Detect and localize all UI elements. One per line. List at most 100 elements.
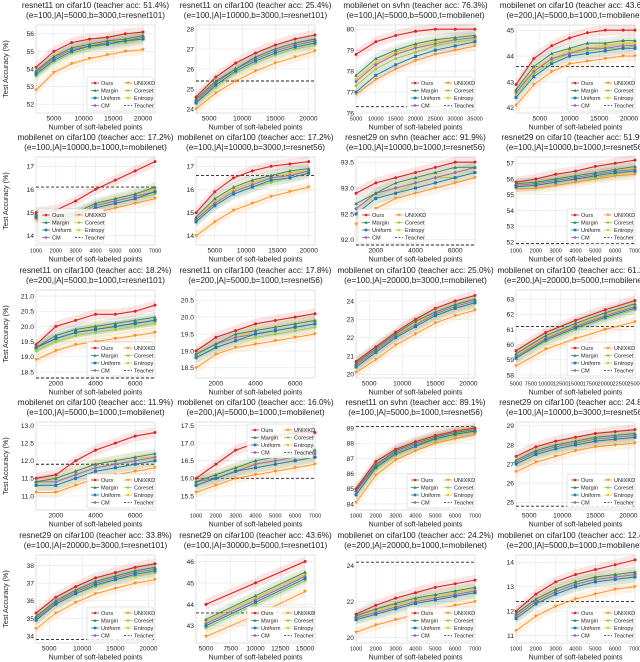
data-point-coreset [453,40,457,44]
data-point-entropy [288,172,292,176]
data-point-uniform [514,95,518,99]
data-point-ours [70,41,74,45]
data-point-unixkd [374,77,378,82]
data-point-uniform [574,177,577,181]
chart-title-line: mobilenet on cifar100 (teacher acc: 24.2… [337,531,493,540]
data-point-coreset [532,72,536,76]
data-point-margin [52,54,56,59]
y-tick-label: 13 [506,584,514,591]
legend-marker [573,353,577,357]
legend-label-ours: Ours [372,213,384,219]
legend-label-unixkd: UNIXKD [614,611,635,617]
series-band-uniform [196,168,309,228]
chart-title-line: (e=100,|A|=20000,b=3000,t=mobilenet) [344,276,487,285]
x-tick-label: 6000 [609,249,621,255]
data-point-unixkd [113,206,118,211]
chart-svg-2: resnet11 on cifar100 (teacher acc: 25.4%… [180,1,332,132]
series-band-uniform [196,318,315,363]
data-point-uniform [574,443,577,447]
data-point-uniform [54,336,58,340]
legend-label-uniform: Uniform [101,96,121,102]
legend-marker [364,229,368,232]
y-tick-label: 35 [26,615,34,622]
data-point-unixkd [514,103,518,108]
legend-marker [44,214,48,217]
legend-label-margin: Margin [421,89,438,95]
legend-label-coreset: Coreset [134,89,154,95]
data-point-uniform [74,591,78,595]
legend-marker [364,214,368,217]
x-tick-label: 5000 [350,117,362,123]
data-point-unixkd [549,70,554,74]
data-point-uniform [414,324,417,328]
data-point-ours [633,159,637,163]
legend-marker [573,478,577,482]
chart-title-line: (e=100,|A|=5000,b=5000,t=mobilenet) [346,11,484,20]
data-point-uniform [153,318,157,322]
legend-marker [93,81,97,85]
data-point-uniform [293,45,297,49]
legend-marker [126,618,130,622]
x-tick-label: 1000 [30,249,42,255]
y-tick-label: 14 [506,559,514,566]
data-point-unixkd [153,577,157,582]
data-point-ours [204,602,208,606]
series-band-ours [516,424,635,462]
data-point-uniform [88,44,92,48]
x-tick-label: 20000 [134,116,153,123]
x-tick-label: 20000 [300,248,319,255]
legend-marker [77,229,81,232]
legend-label-cm: CM [372,236,381,242]
data-point-entropy [232,188,236,192]
x-tick-label: 12500 [271,645,290,652]
x-tick-label: 10000 [237,248,256,255]
chart-title-line: resnet11 on cifar10 (teacher acc: 51.4%) [22,1,170,10]
legend-label-coreset: Coreset [614,353,634,359]
x-tick-label: 2000 [48,380,63,387]
y-tick-label: 15.5 [181,494,194,501]
legend-box [86,473,154,509]
legend-marker [413,626,417,629]
data-point-ours [453,581,457,585]
data-point-unixkd [253,342,258,346]
data-point-ours [293,37,297,41]
data-point-uniform [232,192,236,196]
legend-label-uniform: Uniform [421,493,441,499]
series-band-margin [516,566,635,619]
y-tick-label: 12.5 [21,441,34,448]
data-point-ours [532,57,536,61]
chart-svg-13: mobilenet on cifar100 (teacher acc: 11.9… [1,398,174,529]
data-point-uniform [633,435,637,439]
legend-label-cm: CM [421,501,430,507]
chart-panel-15: resnet11 on svhn (teacher acc: 89.1%) (e=… [320,397,485,529]
chart-svg-5: mobilenet on cifar100 (teacher acc: 17.2… [1,133,174,264]
data-point-uniform [394,606,398,610]
data-point-margin [113,197,118,201]
data-point-ours [414,317,417,321]
data-point-ours [394,447,398,451]
data-point-uniform [473,590,477,594]
legend-marker [286,626,290,629]
x-tick-label: 1000 [350,646,362,652]
chart-title-line: resnet29 on cifar100 (teacher acc: 43.6%… [179,531,332,540]
y-tick-label: 19.0 [21,354,34,361]
y-tick-label: 15 [186,210,194,217]
data-point-coreset [354,84,358,88]
x-tick-label: 4000 [89,249,101,255]
legend-marker [44,236,48,240]
legend-label-ours: Ours [581,611,593,617]
legend-marker [126,493,130,497]
data-point-ours [133,169,137,173]
data-point-unixkd [214,91,218,95]
legend-marker [413,493,417,497]
data-point-unixkd [553,184,558,188]
y-tick-label: 45 [186,580,194,587]
y-tick-label: 27 [506,462,514,469]
data-point-uniform [532,75,536,79]
data-point-uniform [374,197,378,201]
x-tick-label: 17500 [583,381,599,387]
chart-title-line: (e=200,|A|=5000,b=1000,t=mobilenet) [506,541,640,550]
x-axis-label: Number of soft-labeled points [529,652,623,661]
series-band-unixkd [36,44,144,96]
data-point-coreset [94,330,97,334]
